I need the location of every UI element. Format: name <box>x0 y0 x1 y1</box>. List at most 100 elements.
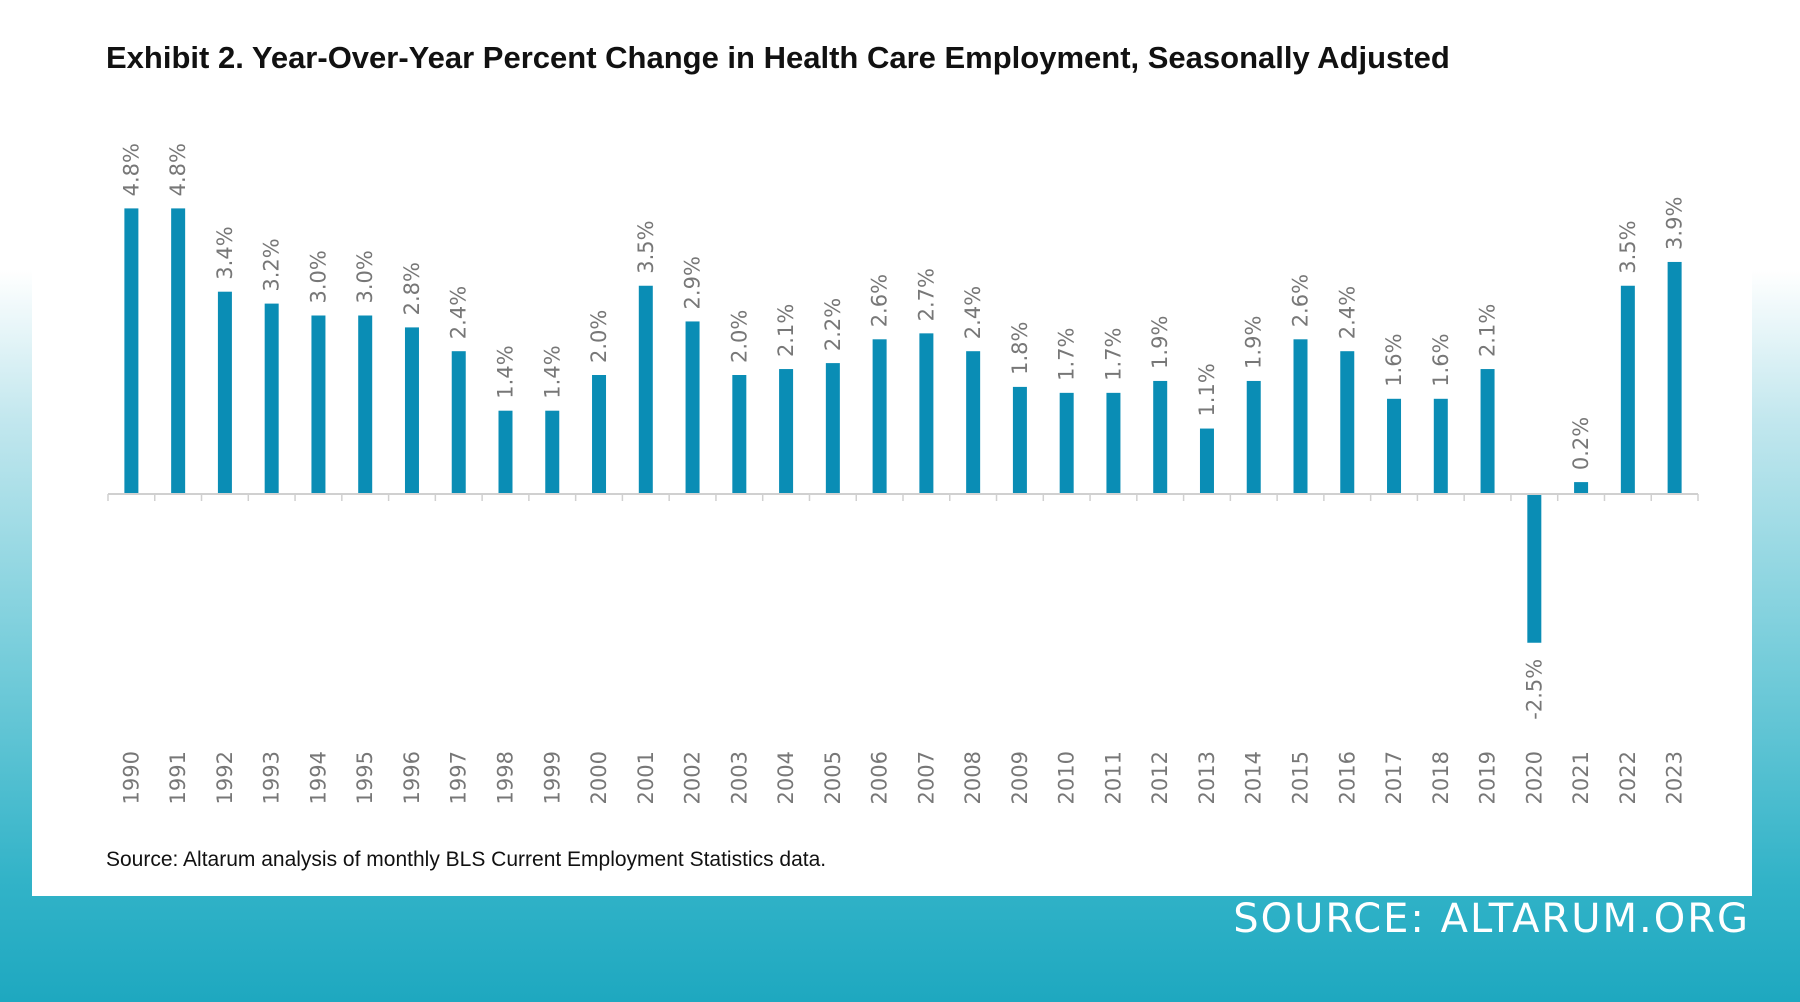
x-tick-label-2005: 2005 <box>821 751 845 804</box>
bar-2010 <box>1059 392 1074 494</box>
data-label-2006: 2.6% <box>868 274 892 327</box>
bar-2014 <box>1246 380 1261 494</box>
bar-2005 <box>825 363 840 494</box>
data-label-2010: 1.7% <box>1055 327 1079 380</box>
x-tick-label-2014: 2014 <box>1242 751 1266 804</box>
bar-1998 <box>498 410 513 494</box>
data-label-2018: 1.6% <box>1429 333 1453 386</box>
data-label-2009: 1.8% <box>1008 322 1032 375</box>
data-label-1999: 1.4% <box>540 345 564 398</box>
x-tick-label-2011: 2011 <box>1101 751 1125 804</box>
x-tick-label-2002: 2002 <box>681 751 705 804</box>
bar-2020 <box>1527 494 1542 643</box>
source-note: Source: Altarum analysis of monthly BLS … <box>106 848 827 871</box>
x-tick-label-2001: 2001 <box>634 751 658 804</box>
data-label-2002: 2.9% <box>681 256 705 309</box>
data-label-2015: 2.6% <box>1289 274 1313 327</box>
bars-group <box>124 208 1682 643</box>
x-tick-label-1994: 1994 <box>306 751 330 804</box>
bar-2017 <box>1387 398 1402 494</box>
x-tick-label-2000: 2000 <box>587 751 611 804</box>
data-label-2020: -2.5% <box>1522 659 1546 720</box>
x-tick-label-2023: 2023 <box>1663 751 1687 804</box>
data-label-1990: 4.8% <box>119 143 143 196</box>
bar-1996 <box>404 327 419 494</box>
chart-title: Exhibit 2. Year-Over-Year Percent Change… <box>106 40 1450 75</box>
bar-2018 <box>1433 398 1448 494</box>
bar-2015 <box>1293 339 1308 494</box>
data-label-1994: 3.0% <box>306 250 330 303</box>
bar-2022 <box>1620 285 1635 494</box>
x-tick-label-2007: 2007 <box>914 751 938 804</box>
x-tick-label-2012: 2012 <box>1148 751 1172 804</box>
x-tick-label-2008: 2008 <box>961 751 985 804</box>
data-label-2004: 2.1% <box>774 304 798 357</box>
x-tick-label-2015: 2015 <box>1289 751 1313 804</box>
x-tick-label-2006: 2006 <box>868 751 892 804</box>
data-label-2012: 1.9% <box>1148 316 1172 369</box>
data-label-1993: 3.2% <box>260 238 284 291</box>
x-tick-label-2004: 2004 <box>774 751 798 804</box>
data-label-1997: 2.4% <box>447 286 471 339</box>
x-axis <box>107 493 1699 501</box>
x-tick-label-2003: 2003 <box>727 751 751 804</box>
bar-2007 <box>919 333 934 494</box>
x-tick-label-2019: 2019 <box>1476 751 1500 804</box>
bar-2002 <box>685 321 700 494</box>
bar-chart: 4.8% 4.8% 3.4% 3.2% 3.0% 3.0% 2.8% 2.4% 1.4% 1.4%… <box>107 143 1699 804</box>
bar-1999 <box>545 410 560 494</box>
data-label-2013: 1.1% <box>1195 363 1219 416</box>
bar-2019 <box>1480 369 1495 494</box>
x-tick-label-2010: 2010 <box>1055 751 1079 804</box>
x-tick-label-1997: 1997 <box>447 751 471 804</box>
x-tick-label-1995: 1995 <box>353 751 377 804</box>
bar-2006 <box>872 339 887 494</box>
bar-1997 <box>451 351 466 494</box>
bar-1995 <box>358 315 373 494</box>
bar-2008 <box>966 351 981 494</box>
x-tick-label-1992: 1992 <box>213 751 237 804</box>
data-label-1998: 1.4% <box>494 345 518 398</box>
data-label-1991: 4.8% <box>166 143 190 196</box>
x-tick-label-2017: 2017 <box>1382 751 1406 804</box>
data-label-2017: 1.6% <box>1382 333 1406 386</box>
bar-1994 <box>311 315 326 494</box>
footer-source-credit: SOURCE: ALTARUM.ORG <box>1233 896 1750 942</box>
data-label-2016: 2.4% <box>1335 286 1359 339</box>
bar-2013 <box>1199 428 1214 494</box>
data-label-2019: 2.1% <box>1476 304 1500 357</box>
bar-2004 <box>779 369 794 494</box>
data-label-1992: 3.4% <box>213 226 237 279</box>
x-tick-label-2020: 2020 <box>1522 751 1546 804</box>
x-tick-label-2022: 2022 <box>1616 751 1640 804</box>
data-label-2003: 2.0% <box>727 310 751 363</box>
bar-2001 <box>638 285 653 494</box>
x-tick-label-2009: 2009 <box>1008 751 1032 804</box>
bar-2023 <box>1667 261 1682 494</box>
data-labels-group: 4.8% 4.8% 3.4% 3.2% 3.0% 3.0% 2.8% 2.4% 1.4% 1.4%… <box>119 143 1686 720</box>
data-label-2023: 3.9% <box>1663 197 1687 250</box>
bar-2012 <box>1153 380 1168 494</box>
data-label-2011: 1.7% <box>1101 327 1125 380</box>
x-tick-label-1998: 1998 <box>494 751 518 804</box>
x-tick-label-2018: 2018 <box>1429 751 1453 804</box>
data-label-2021: 0.2% <box>1569 417 1593 470</box>
bar-2003 <box>732 375 747 494</box>
data-label-2007: 2.7% <box>914 268 938 321</box>
data-label-2000: 2.0% <box>587 310 611 363</box>
bar-2016 <box>1340 351 1355 494</box>
data-label-2022: 3.5% <box>1616 220 1640 273</box>
bar-2000 <box>592 375 607 494</box>
bar-1992 <box>217 291 232 494</box>
bar-2021 <box>1574 482 1589 494</box>
bar-1990 <box>124 208 139 494</box>
bar-2011 <box>1106 392 1121 494</box>
x-tick-label-2021: 2021 <box>1569 751 1593 804</box>
data-label-2008: 2.4% <box>961 286 985 339</box>
data-label-2005: 2.2% <box>821 298 845 351</box>
x-tick-label-2016: 2016 <box>1335 751 1359 804</box>
bar-2009 <box>1012 386 1027 494</box>
chart-card: Exhibit 2. Year-Over-Year Percent Change… <box>32 0 1752 896</box>
x-tick-label-2013: 2013 <box>1195 751 1219 804</box>
bar-1991 <box>171 208 186 494</box>
